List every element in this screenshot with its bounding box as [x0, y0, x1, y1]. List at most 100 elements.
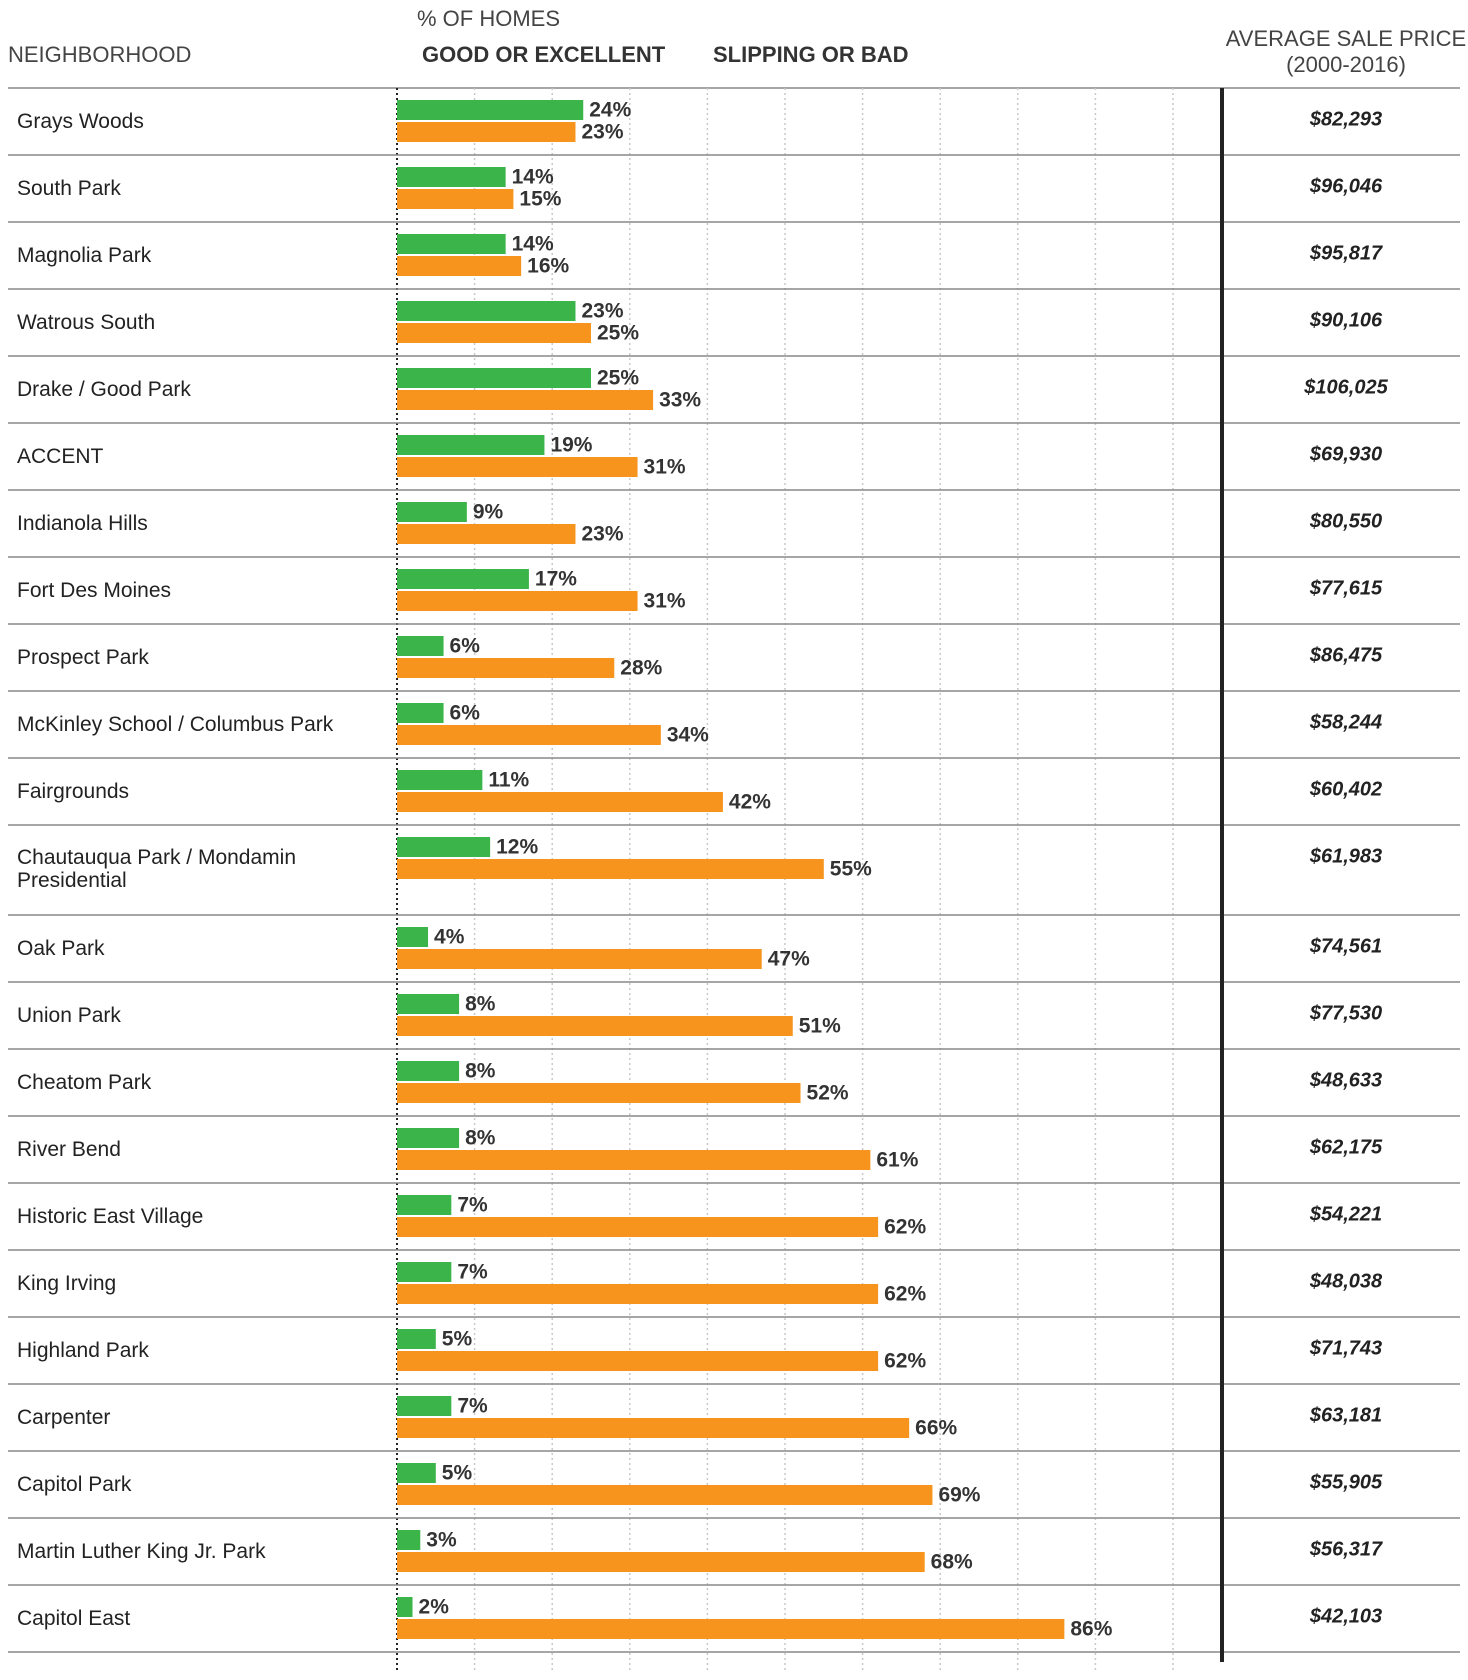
- category-label: Highland Park: [17, 1338, 149, 1362]
- value-label: 34%: [667, 724, 709, 747]
- value-label: 14%: [512, 233, 554, 256]
- price: $106,025: [1303, 376, 1388, 398]
- bar: [397, 949, 762, 969]
- category-label: Capitol Park: [17, 1472, 132, 1496]
- price: $60,402: [1309, 778, 1382, 800]
- value-label: 52%: [807, 1082, 849, 1105]
- x-tick-label: 70%: [925, 1679, 955, 1680]
- price: $62,175: [1309, 1136, 1383, 1158]
- value-label: 7%: [457, 1261, 488, 1284]
- category-label: Historic East Village: [17, 1204, 204, 1228]
- x-tick-label: 20%: [536, 1679, 567, 1680]
- value-label: 7%: [457, 1194, 488, 1217]
- bar: [397, 658, 615, 678]
- value-label: 14%: [512, 166, 554, 189]
- value-label: 5%: [442, 1462, 473, 1485]
- category-label-box: Capitol Park: [17, 1472, 132, 1496]
- bar: [397, 1016, 793, 1036]
- bar: [397, 1128, 460, 1148]
- bar: [397, 1619, 1065, 1639]
- category-label: Oak Park: [17, 936, 105, 960]
- bar: [397, 1530, 421, 1550]
- bar: [397, 1262, 452, 1282]
- value-label: 17%: [535, 568, 577, 591]
- price: $69,930: [1309, 443, 1382, 465]
- bar: [397, 636, 444, 656]
- category-label: Martin Luther King Jr. Park: [17, 1539, 266, 1563]
- category-label: Capitol East: [17, 1606, 131, 1630]
- bar: [397, 323, 591, 343]
- bar: [397, 100, 584, 120]
- bar: [397, 256, 522, 276]
- value-label: 51%: [799, 1015, 841, 1038]
- bar: [397, 1597, 413, 1617]
- value-label: 25%: [597, 322, 639, 345]
- value-label: 23%: [581, 523, 623, 546]
- price: $77,530: [1309, 1002, 1382, 1024]
- bar: [397, 167, 506, 187]
- value-label: 3%: [426, 1529, 457, 1552]
- price: $54,221: [1309, 1203, 1382, 1225]
- category-label: Chautauqua Park / Mondamin Presidential: [17, 846, 296, 892]
- price: $48,633: [1309, 1069, 1382, 1091]
- bar: [397, 1418, 910, 1438]
- x-tick-label: 30%: [615, 1679, 645, 1680]
- price-header: AVERAGE SALE PRICE: [1226, 26, 1466, 51]
- category-label-box: Watrous South: [17, 310, 156, 334]
- value-label: 8%: [465, 993, 496, 1016]
- bar: [397, 524, 576, 544]
- x-tick-label: 40%: [692, 1679, 722, 1680]
- bar: [397, 1485, 933, 1505]
- value-label: 42%: [729, 791, 771, 814]
- bar: [397, 770, 483, 790]
- price: $63,181: [1309, 1404, 1382, 1426]
- legend-entry: SLIPPING OR BAD: [713, 42, 909, 67]
- price: $56,317: [1309, 1538, 1383, 1560]
- value-label: 23%: [581, 121, 623, 144]
- price: $96,046: [1309, 175, 1383, 197]
- value-label: 5%: [442, 1328, 473, 1351]
- category-label-box: Oak Park: [17, 936, 105, 960]
- price: $82,293: [1309, 108, 1382, 130]
- category-label-box: McKinley School / Columbus Park: [17, 712, 334, 736]
- category-label: Indianola Hills: [17, 511, 148, 535]
- category-label-box: South Park: [17, 177, 121, 200]
- bar: [397, 435, 545, 455]
- value-label: 15%: [519, 188, 561, 211]
- category-label: Drake / Good Park: [17, 377, 191, 401]
- bar: [397, 122, 576, 142]
- value-label: 69%: [938, 1484, 980, 1507]
- value-label: 19%: [550, 434, 592, 457]
- category-label-box: ACCENT: [17, 445, 103, 468]
- price: $80,550: [1309, 510, 1382, 532]
- category-label-box: Grays Woods: [17, 110, 144, 133]
- category-header: NEIGHBORHOOD: [8, 42, 191, 67]
- category-label-box: River Bend: [17, 1138, 121, 1161]
- category-label: King Irving: [17, 1271, 117, 1295]
- value-label: 61%: [876, 1149, 918, 1172]
- bar: [397, 837, 491, 857]
- bar: [397, 859, 824, 879]
- bar: [397, 1217, 879, 1237]
- bar: [397, 189, 514, 209]
- bar: [397, 457, 638, 477]
- category-label: Watrous South: [17, 310, 156, 334]
- value-label: 31%: [644, 590, 686, 613]
- value-label: 62%: [884, 1216, 926, 1239]
- x-tick-label: 80%: [1003, 1679, 1033, 1680]
- value-label: 33%: [659, 389, 701, 412]
- bar: [397, 1195, 452, 1215]
- bar: [397, 390, 654, 410]
- x-tick-label: 10%: [460, 1679, 490, 1680]
- x-tick-label: 100%: [1154, 1679, 1192, 1680]
- value-label: 86%: [1070, 1618, 1112, 1641]
- bar: [397, 591, 638, 611]
- bar: [397, 994, 460, 1014]
- bar: [397, 1284, 879, 1304]
- price: $86,475: [1309, 644, 1383, 666]
- price: $58,244: [1309, 711, 1382, 733]
- value-label: 66%: [915, 1417, 957, 1440]
- x-tick-label: 0%: [386, 1679, 408, 1680]
- category-label: McKinley School / Columbus Park: [17, 712, 334, 736]
